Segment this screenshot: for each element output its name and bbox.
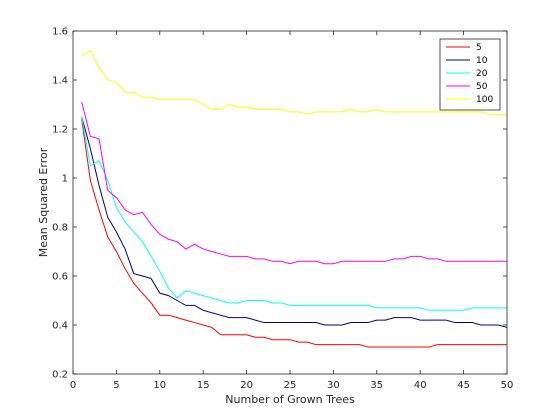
y-tick-label: 1 [62, 174, 68, 185]
legend-label-5: 5 [476, 43, 482, 53]
series-layer [81, 49, 508, 348]
series-line-20 [81, 116, 507, 311]
y-tick-label: 1.4 [52, 76, 68, 87]
series-line-5 [81, 119, 507, 348]
legend-box [439, 38, 501, 111]
x-axis-label: Number of Grown Trees [225, 393, 355, 406]
x-tick-label: 30 [327, 380, 340, 391]
ticks-layer: 0 5 10 15 20 25 30 35 40 45 50 0.2 0.4 0.6 0.8 1 1.2 1.4 1… [52, 27, 513, 392]
x-tick-label: 40 [414, 380, 427, 391]
legend-label-50: 50 [476, 82, 488, 92]
series-line-100 [81, 49, 507, 115]
series-line-50 [81, 101, 507, 265]
legend-label-100: 100 [476, 95, 493, 105]
x-tick-label: 20 [240, 380, 253, 391]
y-tick-label: 1.2 [52, 125, 68, 136]
x-tick-label: 50 [501, 380, 514, 391]
legend: 5 10 20 50 100 [439, 38, 501, 111]
x-tick-label: 15 [197, 380, 210, 391]
legend-label-20: 20 [476, 69, 488, 79]
x-tick-label: 25 [284, 380, 297, 391]
y-tick-label: 0.8 [52, 223, 68, 234]
x-tick-label: 5 [113, 380, 119, 391]
y-tick-label: 1.6 [52, 27, 68, 38]
x-tick-label: 35 [370, 380, 383, 391]
x-tick-label: 10 [153, 380, 166, 391]
y-tick-label: 0.4 [52, 321, 68, 332]
series-line-10 [81, 116, 508, 328]
y-axis-label: Mean Squared Error [37, 147, 50, 257]
x-tick-label: 45 [457, 380, 470, 391]
y-tick-label: 0.2 [52, 370, 68, 381]
x-tick-label: 0 [70, 380, 76, 391]
y-tick-label: 0.6 [52, 272, 68, 283]
legend-label-10: 10 [476, 56, 488, 66]
